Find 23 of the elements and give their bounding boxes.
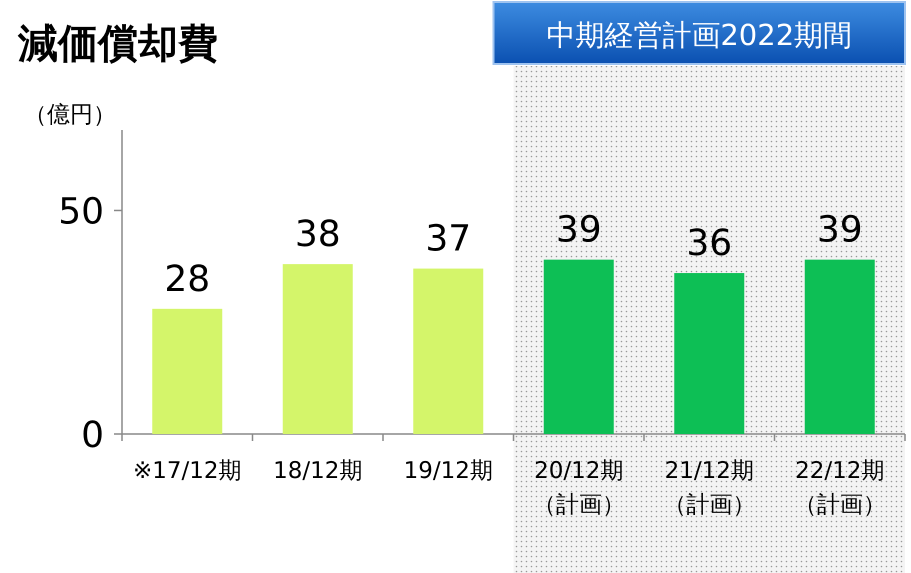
- x-tick-label: 19/12期: [402, 457, 494, 486]
- x-tick-label: 22/12期（計画）: [792, 457, 887, 520]
- data-label: 36: [686, 223, 732, 264]
- y-tick-label: 0: [81, 415, 104, 456]
- bar: [674, 273, 744, 434]
- bar: [152, 308, 222, 434]
- data-label: 37: [425, 218, 472, 260]
- bar: [544, 260, 614, 434]
- bar: [282, 264, 353, 434]
- data-label: 39: [556, 210, 602, 251]
- bar: [804, 260, 875, 434]
- band-label: 中期経営計画2022期間: [546, 18, 852, 52]
- x-tick-label: 20/12期（計画）: [532, 457, 626, 520]
- x-tick-label: ※17/12期: [132, 457, 243, 486]
- y-tick-label: 50: [58, 191, 104, 232]
- data-label: 28: [164, 258, 210, 300]
- chart-title: 減価償却費: [17, 21, 218, 67]
- data-label: 39: [816, 210, 863, 251]
- y-axis-title: （億円）: [24, 102, 116, 128]
- data-label: 38: [294, 214, 341, 256]
- x-tick-label: 21/12期（計画）: [662, 457, 756, 520]
- x-tick-label: 18/12期: [272, 457, 364, 486]
- bar: [413, 268, 484, 434]
